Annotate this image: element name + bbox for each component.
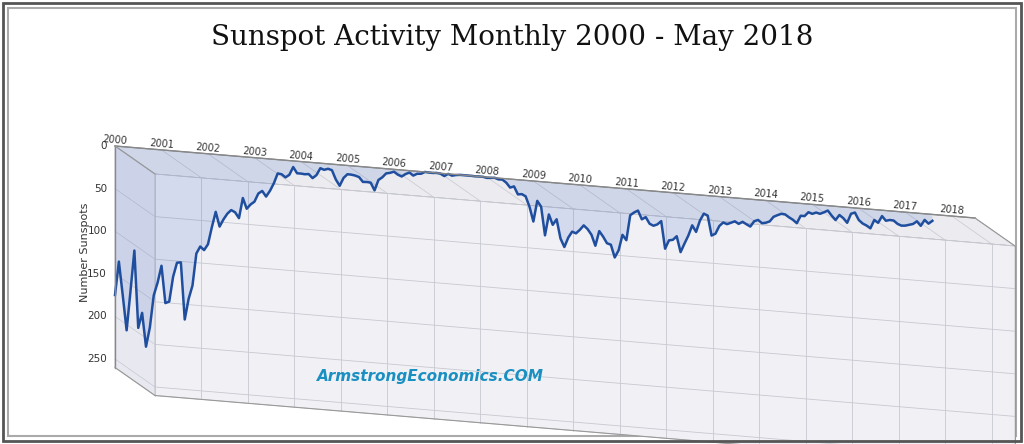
Text: 2002: 2002 xyxy=(196,142,221,154)
Text: 2016: 2016 xyxy=(846,196,871,208)
Text: 2009: 2009 xyxy=(520,169,546,181)
Text: 2012: 2012 xyxy=(660,181,686,193)
Text: 2017: 2017 xyxy=(893,200,919,212)
Text: 200: 200 xyxy=(87,311,106,321)
Text: 150: 150 xyxy=(87,269,106,279)
Polygon shape xyxy=(115,146,155,396)
Polygon shape xyxy=(115,146,1015,246)
Text: Number Sunspots: Number Sunspots xyxy=(80,203,90,302)
Text: 2013: 2013 xyxy=(707,185,732,197)
Text: 0: 0 xyxy=(100,141,106,151)
Text: 2015: 2015 xyxy=(800,192,825,205)
Text: 2001: 2001 xyxy=(148,138,174,150)
Text: 100: 100 xyxy=(87,226,106,236)
Text: 2018: 2018 xyxy=(939,204,965,216)
Text: 2010: 2010 xyxy=(567,173,593,185)
Text: 50: 50 xyxy=(94,184,106,194)
Text: 2005: 2005 xyxy=(335,154,360,166)
Polygon shape xyxy=(115,146,933,347)
Text: 2003: 2003 xyxy=(242,146,267,158)
Text: 2014: 2014 xyxy=(753,189,778,201)
Text: 2000: 2000 xyxy=(102,134,128,146)
Text: 2008: 2008 xyxy=(474,165,500,177)
Text: ArmstrongEconomics.COM: ArmstrongEconomics.COM xyxy=(316,369,544,384)
Text: 2011: 2011 xyxy=(613,177,639,189)
Text: Sunspot Activity Monthly 2000 - May 2018: Sunspot Activity Monthly 2000 - May 2018 xyxy=(211,24,813,51)
Polygon shape xyxy=(155,174,1015,444)
Text: 2007: 2007 xyxy=(428,161,454,173)
Text: 2004: 2004 xyxy=(288,150,313,162)
Text: 2006: 2006 xyxy=(381,157,407,170)
Text: 250: 250 xyxy=(87,354,106,364)
